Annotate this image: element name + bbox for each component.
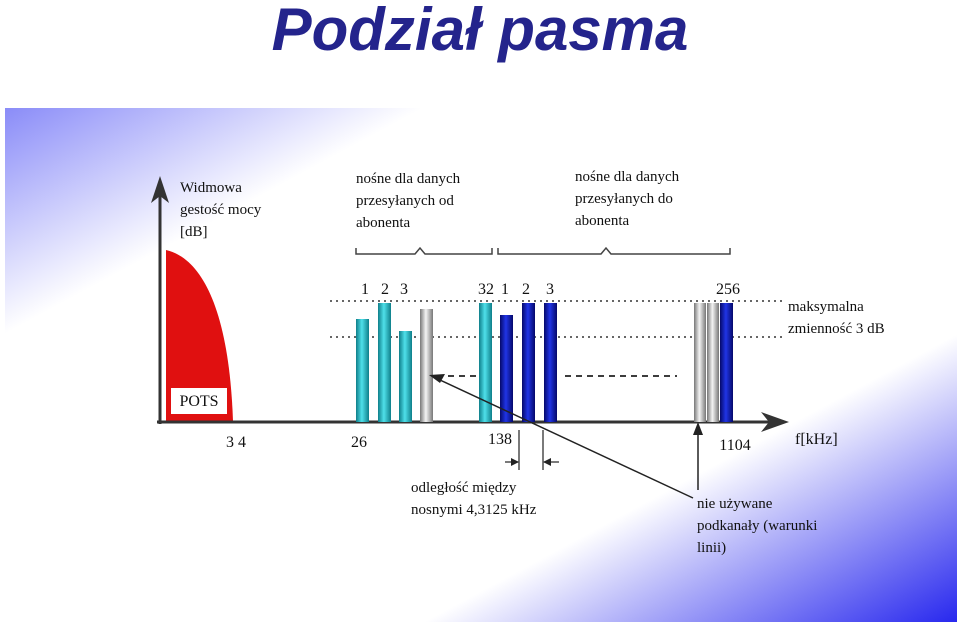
x-tick-26: 26 bbox=[351, 434, 367, 451]
unused-subchannels-label: nie używane podkanały (warunki linii) bbox=[697, 496, 821, 556]
unused-pointer-arrowhead bbox=[693, 422, 703, 435]
carrier-spacing-label: odległość między nosnymi 4,3125 kHz bbox=[411, 480, 537, 518]
pointer-arrowhead bbox=[429, 374, 445, 383]
downstream-carrier-3 bbox=[544, 303, 557, 422]
carrier-label-up-3: 3 bbox=[400, 281, 408, 298]
band-allocation-diagram: POTS Widmowa gestość mocy [dB] f[kHz] 3 … bbox=[5, 108, 957, 622]
y-axis-label: Widmowa gestość mocy [dB] bbox=[180, 180, 265, 240]
carrier-label-down-1: 1 bbox=[501, 281, 509, 298]
upstream-carrier-3 bbox=[399, 331, 412, 422]
upstream-group-label: nośne dla danych przesyłanych od abonent… bbox=[356, 171, 464, 231]
downstream-carrier-2 bbox=[522, 303, 535, 422]
unused-subchannel-1 bbox=[694, 303, 706, 422]
x-tick-1104: 1104 bbox=[719, 437, 750, 454]
upstream-carrier-2 bbox=[378, 303, 391, 422]
downstream-carrier-256 bbox=[720, 303, 733, 422]
pots-label-box bbox=[171, 388, 227, 414]
x-tick-3-4: 3 4 bbox=[226, 434, 246, 451]
carrier-label-up-1: 1 bbox=[361, 281, 369, 298]
upstream-carrier-1 bbox=[356, 319, 369, 422]
upstream-carrier-32 bbox=[479, 303, 492, 422]
upstream-carrier-gap bbox=[420, 309, 433, 422]
pots-label: POTS bbox=[179, 393, 218, 410]
x-axis-arrow bbox=[761, 412, 789, 432]
downstream-group-label: nośne dla danych przesyłanych do abonent… bbox=[575, 169, 683, 229]
carrier-label-down-3: 3 bbox=[546, 281, 554, 298]
y-axis-arrow bbox=[151, 176, 169, 203]
x-tick-138: 138 bbox=[488, 431, 512, 448]
spacing-arrowhead-right bbox=[543, 458, 551, 466]
slide-title: Podział pasma bbox=[271, 0, 689, 63]
pots-region bbox=[166, 250, 233, 421]
pointer-line bbox=[439, 379, 694, 499]
carrier-label-down-2: 2 bbox=[522, 281, 530, 298]
downstream-carrier-1 bbox=[500, 315, 513, 422]
carrier-label-up-2: 2 bbox=[381, 281, 389, 298]
spacing-arrowhead-left bbox=[511, 458, 519, 466]
x-axis-label: f[kHz] bbox=[795, 431, 838, 448]
unused-subchannel-2 bbox=[707, 303, 719, 422]
carrier-label-down-256: 256 bbox=[716, 281, 740, 298]
max-variation-label: maksymalna zmienność 3 dB bbox=[788, 299, 885, 337]
carrier-label-up-32: 32 bbox=[478, 281, 494, 298]
downstream-brace bbox=[497, 246, 731, 255]
upstream-brace bbox=[355, 246, 493, 255]
